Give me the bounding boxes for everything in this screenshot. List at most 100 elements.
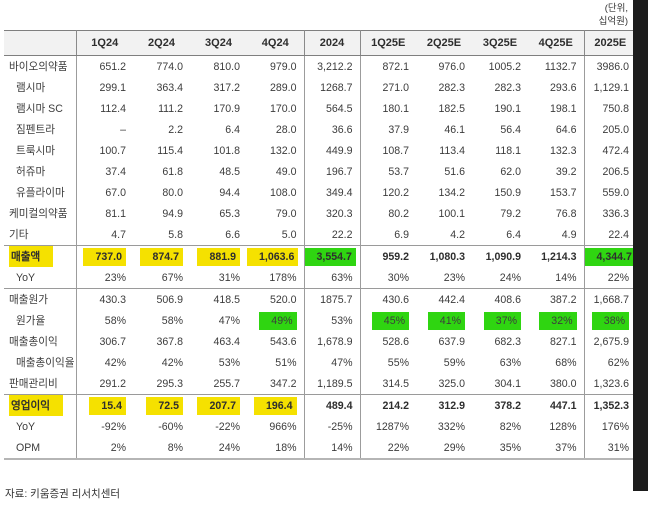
cell-value: 1,352.3 <box>584 394 636 416</box>
cell-value: 63% <box>304 267 361 289</box>
row-label: 램시마 SC <box>4 98 77 119</box>
cell-value: 3986.0 <box>596 60 629 73</box>
row-label: 원가율 <box>4 310 77 331</box>
table-row: 영업이익 15.4 72.5 207.7 196.4 489.4 214.2 312.9 378… <box>4 394 636 416</box>
cell-value: 63% <box>499 356 521 369</box>
cell-value: 299.1 <box>99 81 126 94</box>
cell-value: 1,678.9 <box>304 331 361 352</box>
cell-value: 976.0 <box>438 60 465 73</box>
table-row: 매출액 737.0 874.7 881.9 1,063.6 3,554.7 959.2 1,0… <box>4 245 636 267</box>
highlighted-value: 41% <box>427 311 465 330</box>
cell-value: 112.4 <box>100 102 126 115</box>
table-row: 매출총이익율 42% 42% 53% 51% 47% 55% 59% 63% 68% 62% <box>4 352 636 373</box>
row-label: YoY <box>4 267 77 289</box>
cell-value: 111.2 <box>158 102 183 115</box>
cell-value: 214.2 <box>360 394 416 416</box>
row-label: 기타 <box>4 224 77 246</box>
cell-value: 1,129.1 <box>593 81 629 94</box>
cell-value: 42% <box>104 356 126 369</box>
cell-value: 196.4 <box>247 394 305 416</box>
cell-value: 959.2 <box>360 245 416 267</box>
cell-value: 51% <box>247 352 305 373</box>
cell-value: 45% <box>360 310 416 331</box>
row-label: 매출원가 <box>4 288 77 310</box>
cell-value: 1132.7 <box>528 55 585 77</box>
cell-value: 190.1 <box>494 102 521 115</box>
cell-value: 176% <box>601 420 629 433</box>
cell-value: 1,063.6 <box>247 245 305 267</box>
row-label: 영업이익 <box>4 394 77 416</box>
cell-value: 1,080.3 <box>416 245 472 267</box>
cell-value: 564.5 <box>304 98 361 119</box>
table-row: YoY -92% -60% -22% 966% -25% 1287% 332% 82% 128% 1… <box>4 416 636 437</box>
highlighted-label: 매출액 <box>9 246 54 267</box>
highlighted-value: 49% <box>259 311 297 330</box>
row-label: 유플라이마 <box>4 182 77 203</box>
cell-value: 528.6 <box>382 335 409 348</box>
cell-value: 58% <box>104 314 126 327</box>
cell-value: 64.6 <box>528 119 585 140</box>
cell-value: 2,675.9 <box>593 335 629 348</box>
cell-value: 22.4 <box>608 228 629 241</box>
cell-value: 180.1 <box>382 102 409 115</box>
cell-value: 447.1 <box>528 394 585 416</box>
cell-value: 65.3 <box>219 207 240 220</box>
cell-value: 198.1 <box>528 98 585 119</box>
table-row: 유플라이마 67.0 80.0 94.4 108.0 349.4 120.2 134.2 150… <box>4 182 636 203</box>
cell-value: 39.2 <box>528 161 585 182</box>
cell-value: 182.5 <box>438 102 465 115</box>
cell-value: 291.2 <box>99 377 126 390</box>
cell-value: 14% <box>304 437 361 460</box>
cell-value: 79.0 <box>247 203 305 224</box>
cell-value: 100.1 <box>438 207 465 220</box>
cell-value: 312.9 <box>416 394 472 416</box>
cell-value: 1,214.3 <box>528 245 585 267</box>
unit-note-line1: (단위, <box>604 3 628 14</box>
column-header: 1Q25E <box>360 30 416 56</box>
cell-value: 108.7 <box>382 144 409 157</box>
cell-value: 23% <box>104 271 126 284</box>
cell-value: 15.4 <box>76 394 133 416</box>
cell-value: 463.4 <box>213 335 240 348</box>
row-label: OPM <box>4 437 77 460</box>
unit-note: (단위, 십억원) <box>599 3 628 29</box>
source-note: 자료: 키움증권 리서치센터 <box>5 488 121 500</box>
row-label: 매출액 <box>4 245 77 267</box>
cell-value: 418.5 <box>190 288 247 310</box>
table-row: YoY 23% 67% 31% 178% 63% 30% 23% 24% 14% 22% <box>4 267 636 289</box>
row-label: 케미컬의약품 <box>4 203 77 224</box>
cell-value: 82% <box>499 420 521 433</box>
cell-value: 115.4 <box>157 144 183 157</box>
row-label: YoY <box>4 416 77 437</box>
table-row: 짐펜트라 – 2.2 6.4 28.0 36.6 37.9 46.1 56.4 64.6 205.0 <box>4 119 636 140</box>
cell-value: 408.6 <box>472 288 528 310</box>
cell-value: 48.5 <box>219 165 240 178</box>
table-body: 바이오의약품 651.2 774.0 810.0 979.0 3,212.2 872.1 97… <box>4 55 636 460</box>
cell-value: 336.3 <box>602 207 629 220</box>
cell-value: 320.3 <box>304 203 361 224</box>
cell-value: 118.1 <box>495 144 521 157</box>
highlighted-value: 3,554.7 <box>304 247 356 266</box>
row-label: 램시마 <box>4 77 77 98</box>
cell-value: 306.7 <box>99 335 126 348</box>
cell-value: 120.2 <box>382 186 409 199</box>
cell-value: 1,323.6 <box>593 377 629 390</box>
table-row: 매출원가 430.3 506.9 418.5 520.0 1875.7 430.6 442.4… <box>4 288 636 310</box>
column-header: 3Q24 <box>190 30 247 56</box>
table-row: 램시마 SC 112.4 111.2 170.9 170.0 564.5 180.1 182.… <box>4 98 636 119</box>
highlighted-value: 4,344.7 <box>584 247 636 266</box>
row-label: 매출총이익 <box>4 331 77 352</box>
cell-value: 178% <box>247 267 305 289</box>
cell-value: 150.9 <box>494 186 521 199</box>
cell-value: 472.4 <box>602 144 629 157</box>
cell-value: 28.0 <box>247 119 305 140</box>
cell-value: 827.1 <box>528 331 585 352</box>
highlighted-label: 영업이익 <box>9 395 63 416</box>
cell-value: 881.9 <box>190 245 247 267</box>
table-row: 바이오의약품 651.2 774.0 810.0 979.0 3,212.2 872.1 97… <box>4 55 636 77</box>
cell-value: 22% <box>360 437 416 460</box>
cell-value: 38% <box>584 310 636 331</box>
cell-value: 58% <box>161 314 183 327</box>
cell-value: 128% <box>528 416 585 437</box>
table-row: OPM 2% 8% 24% 18% 14% 22% 29% 35% 37% 31% <box>4 437 636 460</box>
